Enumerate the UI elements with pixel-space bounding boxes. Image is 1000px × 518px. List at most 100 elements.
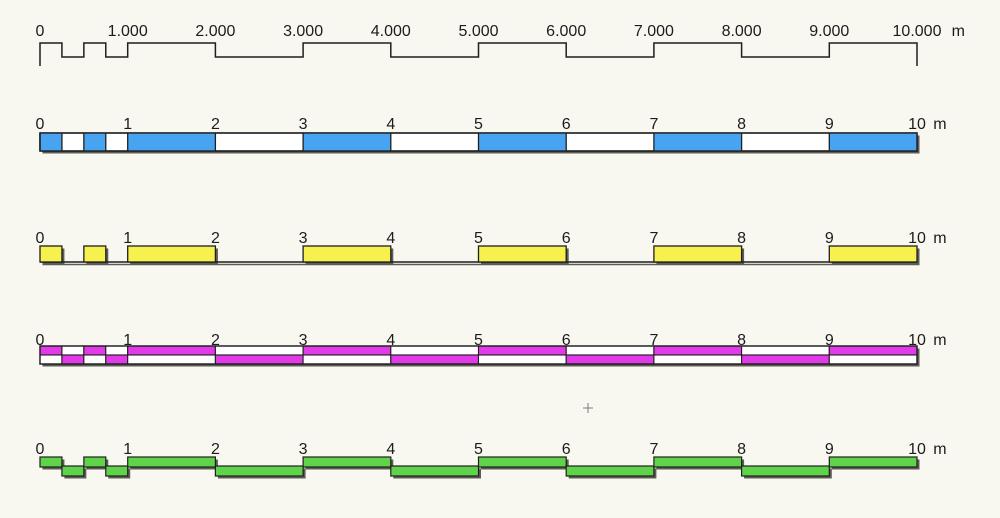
tick-label: 3 bbox=[299, 332, 308, 349]
filled-cell bbox=[303, 133, 391, 151]
tick-label: 6 bbox=[562, 230, 571, 247]
checker-cell-bottom bbox=[390, 354, 480, 365]
band-segment bbox=[390, 465, 480, 477]
band-segment bbox=[105, 465, 129, 477]
tick-label: 5.000 bbox=[458, 23, 498, 40]
tick-label: 4 bbox=[386, 441, 395, 458]
tick-label: 9 bbox=[825, 441, 834, 458]
tick-label: 1.000 bbox=[108, 23, 148, 40]
tick-label: 2.000 bbox=[195, 23, 235, 40]
tick-label: 10 bbox=[908, 441, 926, 458]
tick-label: 8 bbox=[737, 332, 746, 349]
scalebar-stepline: 0 1.000 2.000 3.000 4.000 5.000 6.000 7.000 8.00… bbox=[36, 23, 965, 66]
tick-label: 5 bbox=[474, 230, 483, 247]
tick-label: 5 bbox=[474, 441, 483, 458]
tick-label: 2 bbox=[211, 441, 220, 458]
tick-label: 10 bbox=[908, 230, 926, 247]
tick-label: 0 bbox=[36, 441, 45, 458]
tick-label: 7 bbox=[649, 441, 658, 458]
tick-label: 8 bbox=[737, 230, 746, 247]
band-segment bbox=[653, 456, 743, 468]
checker-cell-bottom bbox=[741, 354, 830, 365]
band-segment bbox=[565, 465, 655, 477]
tick-label: 9 bbox=[825, 332, 834, 349]
tick-label: 9 bbox=[825, 230, 834, 247]
tick-label: 2 bbox=[211, 116, 220, 133]
unit-label: m bbox=[933, 332, 946, 349]
tick-label: 1 bbox=[123, 441, 132, 458]
tick-label: 9.000 bbox=[809, 23, 849, 40]
checker-cell-top bbox=[828, 345, 918, 356]
scalebar-green-stepband: 0 1 2 3 4 5 6 7 8 9 10 m bbox=[36, 441, 947, 479]
checker-cell-top bbox=[302, 345, 392, 356]
tick-label: 0 bbox=[36, 116, 45, 133]
checker-cell-bottom bbox=[39, 354, 63, 365]
filled-box bbox=[39, 245, 63, 263]
stepline-path bbox=[39, 42, 918, 66]
tick-label: 2 bbox=[211, 332, 220, 349]
tick-label: 1 bbox=[123, 332, 132, 349]
checker-cell-top bbox=[61, 345, 85, 356]
tick-label: 10 bbox=[908, 116, 926, 133]
tick-label: 4 bbox=[386, 332, 395, 349]
band-segment bbox=[740, 465, 830, 477]
filled-cell bbox=[829, 133, 917, 151]
checker-cell-bottom bbox=[127, 354, 216, 365]
tick-label: 4 bbox=[386, 116, 395, 133]
checker-cell-bottom bbox=[828, 354, 918, 365]
checker-cell-top bbox=[653, 345, 743, 356]
tick-label: 7.000 bbox=[634, 23, 674, 40]
tick-label: 8.000 bbox=[722, 23, 762, 40]
tick-label: 4.000 bbox=[371, 23, 411, 40]
checker-cell-top bbox=[741, 345, 830, 356]
filled-box bbox=[83, 245, 107, 263]
band-segment bbox=[83, 456, 107, 468]
checker-cell-top bbox=[127, 345, 216, 356]
scalebar-magenta-checker: 0 1 2 3 4 5 6 7 8 9 10 m bbox=[36, 332, 947, 367]
tick-label: 9 bbox=[825, 116, 834, 133]
tick-label: 4 bbox=[386, 230, 395, 247]
unit-label: m bbox=[933, 230, 946, 247]
tick-label: 6 bbox=[562, 332, 571, 349]
checker-cell-bottom bbox=[477, 354, 567, 365]
tick-label: 6 bbox=[562, 116, 571, 133]
tick-label: 8 bbox=[737, 441, 746, 458]
scalebar-yellow-boxes: 0 1 2 3 4 5 6 7 8 9 10 m bbox=[36, 230, 947, 266]
tick-label: 3 bbox=[299, 441, 308, 458]
filled-box bbox=[302, 245, 392, 263]
checker-cell-top bbox=[565, 345, 655, 356]
filled-cell bbox=[478, 133, 567, 151]
tick-label: 0 bbox=[36, 23, 45, 40]
filled-cell bbox=[653, 133, 742, 151]
unit-label: m bbox=[933, 116, 946, 133]
tick-label: 7 bbox=[649, 230, 658, 247]
checker-cell-bottom bbox=[61, 354, 85, 365]
bar-frame-outline bbox=[39, 132, 918, 152]
band-segment bbox=[214, 465, 304, 477]
tick-label: 6.000 bbox=[546, 23, 586, 40]
checker-cell-bottom bbox=[302, 354, 392, 365]
checker-cell-top bbox=[214, 345, 304, 356]
filled-cell bbox=[83, 133, 106, 151]
scalebar-blue-boxed: 0 1 2 3 4 5 6 7 8 9 10 m bbox=[36, 116, 947, 154]
tick-label: 7 bbox=[649, 332, 658, 349]
checker-cell-bottom bbox=[105, 354, 129, 365]
tick-label: 8 bbox=[737, 116, 746, 133]
checker-cell-top bbox=[477, 345, 567, 356]
bar-frame-outline bbox=[39, 345, 918, 365]
band-segment bbox=[828, 456, 918, 468]
unit-label: m bbox=[933, 441, 946, 458]
band-segment bbox=[39, 456, 63, 468]
band-segment bbox=[477, 456, 567, 468]
tick-label: 7 bbox=[649, 116, 658, 133]
filled-box bbox=[653, 245, 743, 263]
tick-label: 10 bbox=[908, 332, 926, 349]
tick-label: 0 bbox=[36, 332, 45, 349]
checker-cell-top bbox=[390, 345, 480, 356]
checker-cell-bottom bbox=[214, 354, 304, 365]
tick-label: 10.000 bbox=[893, 23, 942, 40]
crosshair-marker bbox=[583, 403, 593, 413]
band-segment bbox=[127, 456, 216, 468]
filled-box bbox=[828, 245, 918, 263]
